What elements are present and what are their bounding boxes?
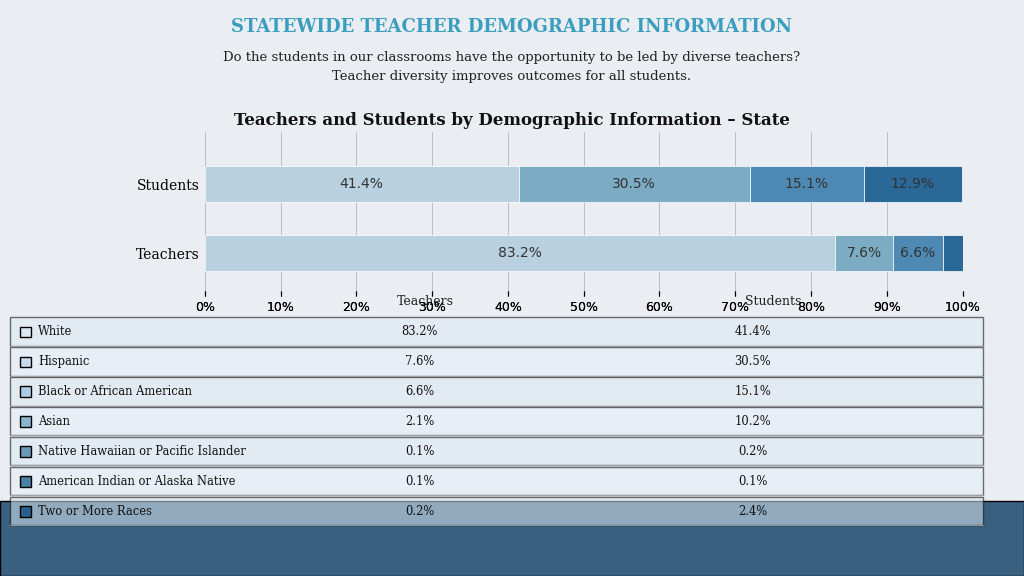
Text: White: White [38, 325, 73, 338]
Text: STATEWIDE TEACHER DEMOGRAPHIC INFORMATION: STATEWIDE TEACHER DEMOGRAPHIC INFORMATIO… [231, 18, 793, 36]
Text: Do the students in our classrooms have the opportunity to be led by diverse teac: Do the students in our classrooms have t… [223, 51, 801, 83]
Text: 15.1%: 15.1% [734, 385, 771, 398]
Text: Black or African American: Black or African American [38, 385, 191, 398]
FancyBboxPatch shape [10, 467, 983, 495]
Bar [943, 235, 963, 271]
Text: 12.9%: 12.9% [891, 177, 935, 191]
FancyBboxPatch shape [20, 327, 31, 337]
FancyBboxPatch shape [20, 506, 31, 517]
FancyBboxPatch shape [10, 377, 983, 406]
Text: Teachers and Students by Demographic Information – State
Level: Teachers and Students by Demographic Inf… [234, 112, 790, 151]
FancyBboxPatch shape [10, 317, 983, 346]
Text: 41.4%: 41.4% [340, 177, 384, 191]
Text: 30.5%: 30.5% [612, 177, 656, 191]
Text: 0.2%: 0.2% [738, 445, 767, 458]
Text: 7.6%: 7.6% [847, 246, 882, 260]
FancyBboxPatch shape [20, 416, 31, 427]
Bar [205, 235, 836, 271]
Text: 0.2%: 0.2% [406, 505, 434, 518]
FancyBboxPatch shape [10, 437, 983, 465]
Text: 41.4%: 41.4% [734, 325, 771, 338]
Text: 0.1%: 0.1% [738, 475, 767, 488]
Bar [836, 235, 893, 271]
Text: 2.4%: 2.4% [738, 505, 767, 518]
Text: Native Hawaiian or Pacific Islander: Native Hawaiian or Pacific Islander [38, 445, 246, 458]
Bar [864, 166, 962, 202]
Bar [518, 166, 750, 202]
Bar [893, 235, 943, 271]
FancyBboxPatch shape [10, 347, 983, 376]
FancyBboxPatch shape [0, 501, 1024, 576]
FancyBboxPatch shape [20, 476, 31, 487]
Text: Students: Students [744, 295, 802, 309]
Text: 0.1%: 0.1% [406, 445, 434, 458]
Bar [205, 166, 518, 202]
Text: 10.2%: 10.2% [734, 415, 771, 428]
Text: 83.2%: 83.2% [498, 246, 542, 260]
Text: 83.2%: 83.2% [401, 325, 438, 338]
Text: 30.5%: 30.5% [734, 355, 771, 368]
Text: American Indian or Alaska Native: American Indian or Alaska Native [38, 475, 236, 488]
Bar [750, 166, 864, 202]
Text: Asian: Asian [38, 415, 70, 428]
Text: 2.1%: 2.1% [406, 415, 434, 428]
Text: Hispanic: Hispanic [38, 355, 89, 368]
FancyBboxPatch shape [10, 497, 983, 525]
Text: Teachers: Teachers [396, 295, 454, 309]
Text: Two or More Races: Two or More Races [38, 505, 152, 518]
Text: 6.6%: 6.6% [406, 385, 434, 398]
FancyBboxPatch shape [20, 386, 31, 397]
Text: 0.1%: 0.1% [406, 475, 434, 488]
FancyBboxPatch shape [20, 446, 31, 457]
FancyBboxPatch shape [10, 407, 983, 435]
FancyBboxPatch shape [20, 357, 31, 367]
Text: 7.6%: 7.6% [406, 355, 434, 368]
Text: 6.6%: 6.6% [900, 246, 936, 260]
Text: 15.1%: 15.1% [784, 177, 828, 191]
